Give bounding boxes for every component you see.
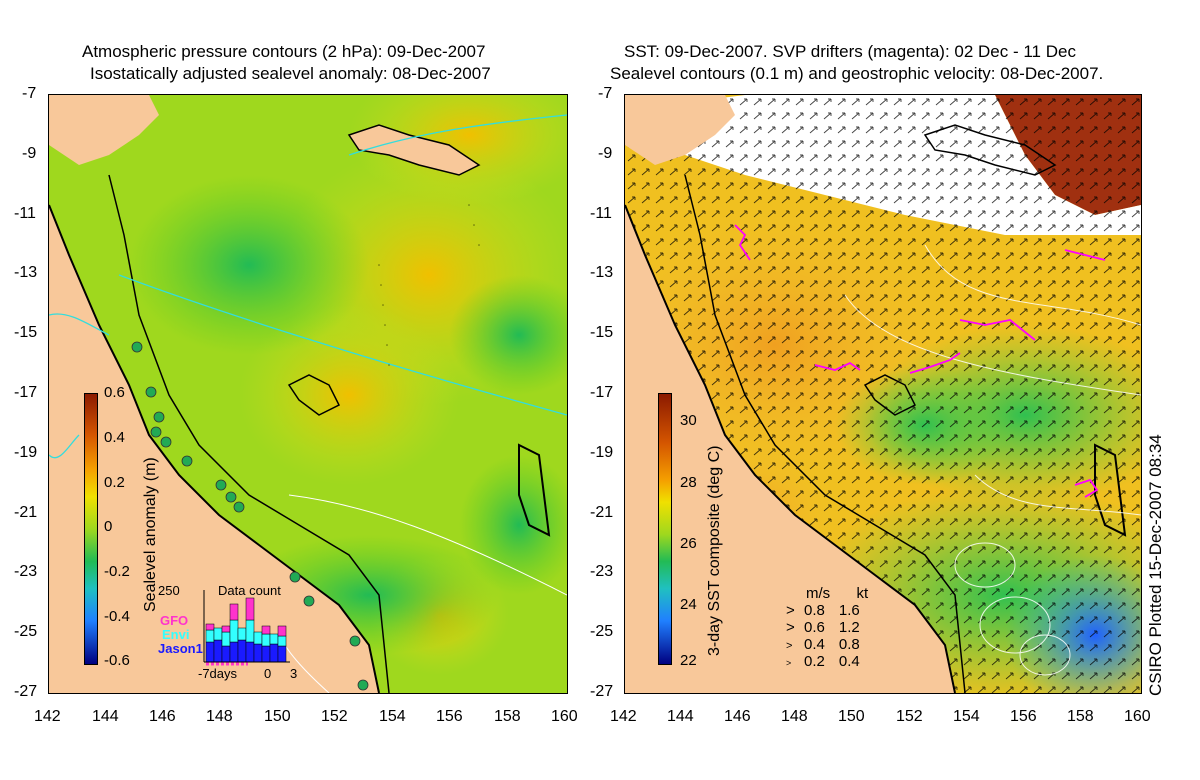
lat-label: -9 [598, 145, 613, 162]
lat-label: -11 [590, 205, 612, 222]
lon-label: 146 [149, 708, 176, 725]
sealevel-colorbar [84, 393, 98, 665]
credit-text: CSIRO Plotted 15-Dec-2007 08:34 [1146, 434, 1165, 696]
lat-label: -13 [590, 264, 614, 281]
lat-label: -23 [590, 563, 614, 580]
sst-map [624, 94, 1142, 694]
lon-label: 150 [264, 708, 291, 725]
lon-label: 160 [1124, 708, 1151, 725]
sla-tick-3: 0 [104, 518, 113, 535]
lon-label: 156 [1010, 708, 1037, 725]
sst-field [625, 95, 1141, 693]
sla-tick-6: -0.6 [104, 652, 130, 669]
lat-label: -15 [14, 324, 38, 341]
lon-label: 148 [781, 708, 808, 725]
sst-tick-1: 28 [680, 474, 697, 491]
lat-label: -15 [590, 324, 614, 341]
lat-label: -19 [14, 444, 38, 461]
sst-tick-3: 24 [680, 596, 697, 613]
sat-envi-label: Envi [162, 627, 190, 642]
lat-label: -25 [590, 623, 614, 640]
velocity-legend-row: >0.6 1.2 [786, 619, 860, 636]
lat-label: -17 [590, 384, 614, 401]
sealevel-anomaly-map [48, 94, 568, 694]
sla-tick-4: -0.2 [104, 563, 130, 580]
lon-label: 150 [838, 708, 865, 725]
data-count-axis-zero: 0 [264, 666, 272, 681]
lon-label: 146 [724, 708, 751, 725]
right-title-line1: SST: 09-Dec-2007. SVP drifters (magenta)… [624, 42, 1076, 61]
lon-label: 148 [206, 708, 233, 725]
sst-colorbar-label: 3-day SST composite (deg C) [706, 445, 723, 656]
velocity-legend-row: >0.2 0.4 [786, 653, 860, 670]
lon-label: 144 [667, 708, 694, 725]
lat-label: -7 [598, 85, 613, 102]
velocity-legend-row: >0.8 1.6 [786, 602, 860, 619]
lat-label: -21 [590, 504, 614, 521]
lon-label: 154 [953, 708, 980, 725]
lon-label: 142 [34, 708, 61, 725]
data-count-max: 250 [158, 583, 180, 598]
lat-label: -13 [14, 264, 38, 281]
velocity-unit-ms: m/s [806, 585, 831, 602]
lon-label: 154 [379, 708, 406, 725]
lat-label: -7 [22, 85, 37, 102]
sst-tick-0: 30 [680, 412, 697, 429]
sla-tick-0: 0.6 [104, 384, 125, 401]
lat-label: -19 [590, 444, 614, 461]
data-count-histogram [203, 590, 290, 666]
lon-label: 152 [321, 708, 348, 725]
sla-tick-5: -0.4 [104, 608, 130, 625]
data-count-axis-start: -7days [198, 666, 238, 681]
sla-tick-1: 0.4 [104, 429, 125, 446]
lat-label: -23 [14, 563, 38, 580]
left-title-line2: Isostatically adjusted sealevel anomaly:… [90, 64, 491, 83]
lon-label: 142 [610, 708, 637, 725]
sst-tick-4: 22 [680, 652, 697, 669]
sla-tick-2: 0.2 [104, 474, 125, 491]
lon-label: 158 [494, 708, 521, 725]
lat-label: -27 [14, 683, 38, 700]
sst-tick-2: 26 [680, 535, 697, 552]
lon-label: 160 [551, 708, 578, 725]
lon-label: 152 [896, 708, 923, 725]
sst-colorbar [658, 393, 672, 665]
left-title-line1: Atmospheric pressure contours (2 hPa): 0… [82, 42, 486, 61]
velocity-unit-kt: kt [856, 585, 869, 602]
sat-jason1-label: Jason1 [158, 641, 203, 656]
data-count-axis-end: 3 [290, 666, 298, 681]
lon-label: 158 [1067, 708, 1094, 725]
velocity-legend-header: m/s kt [806, 585, 868, 602]
data-count-inset: 250 Data count GFO Envi Jason1 -7days 0 … [158, 580, 298, 681]
lat-label: -11 [14, 205, 36, 222]
sealevel-anomaly-field [49, 95, 567, 693]
lat-label: -27 [590, 683, 614, 700]
lon-label: 156 [436, 708, 463, 725]
lon-label: 144 [92, 708, 119, 725]
lat-label: -25 [14, 623, 38, 640]
sat-gfo-label: GFO [160, 613, 189, 628]
lat-label: -17 [14, 384, 38, 401]
lat-label: -9 [22, 145, 37, 162]
lat-label: -21 [14, 504, 38, 521]
data-count-title: Data count [218, 583, 281, 598]
right-title-line2: Sealevel contours (0.1 m) and geostrophi… [610, 64, 1104, 83]
velocity-legend-row: >0.4 0.8 [786, 636, 860, 653]
